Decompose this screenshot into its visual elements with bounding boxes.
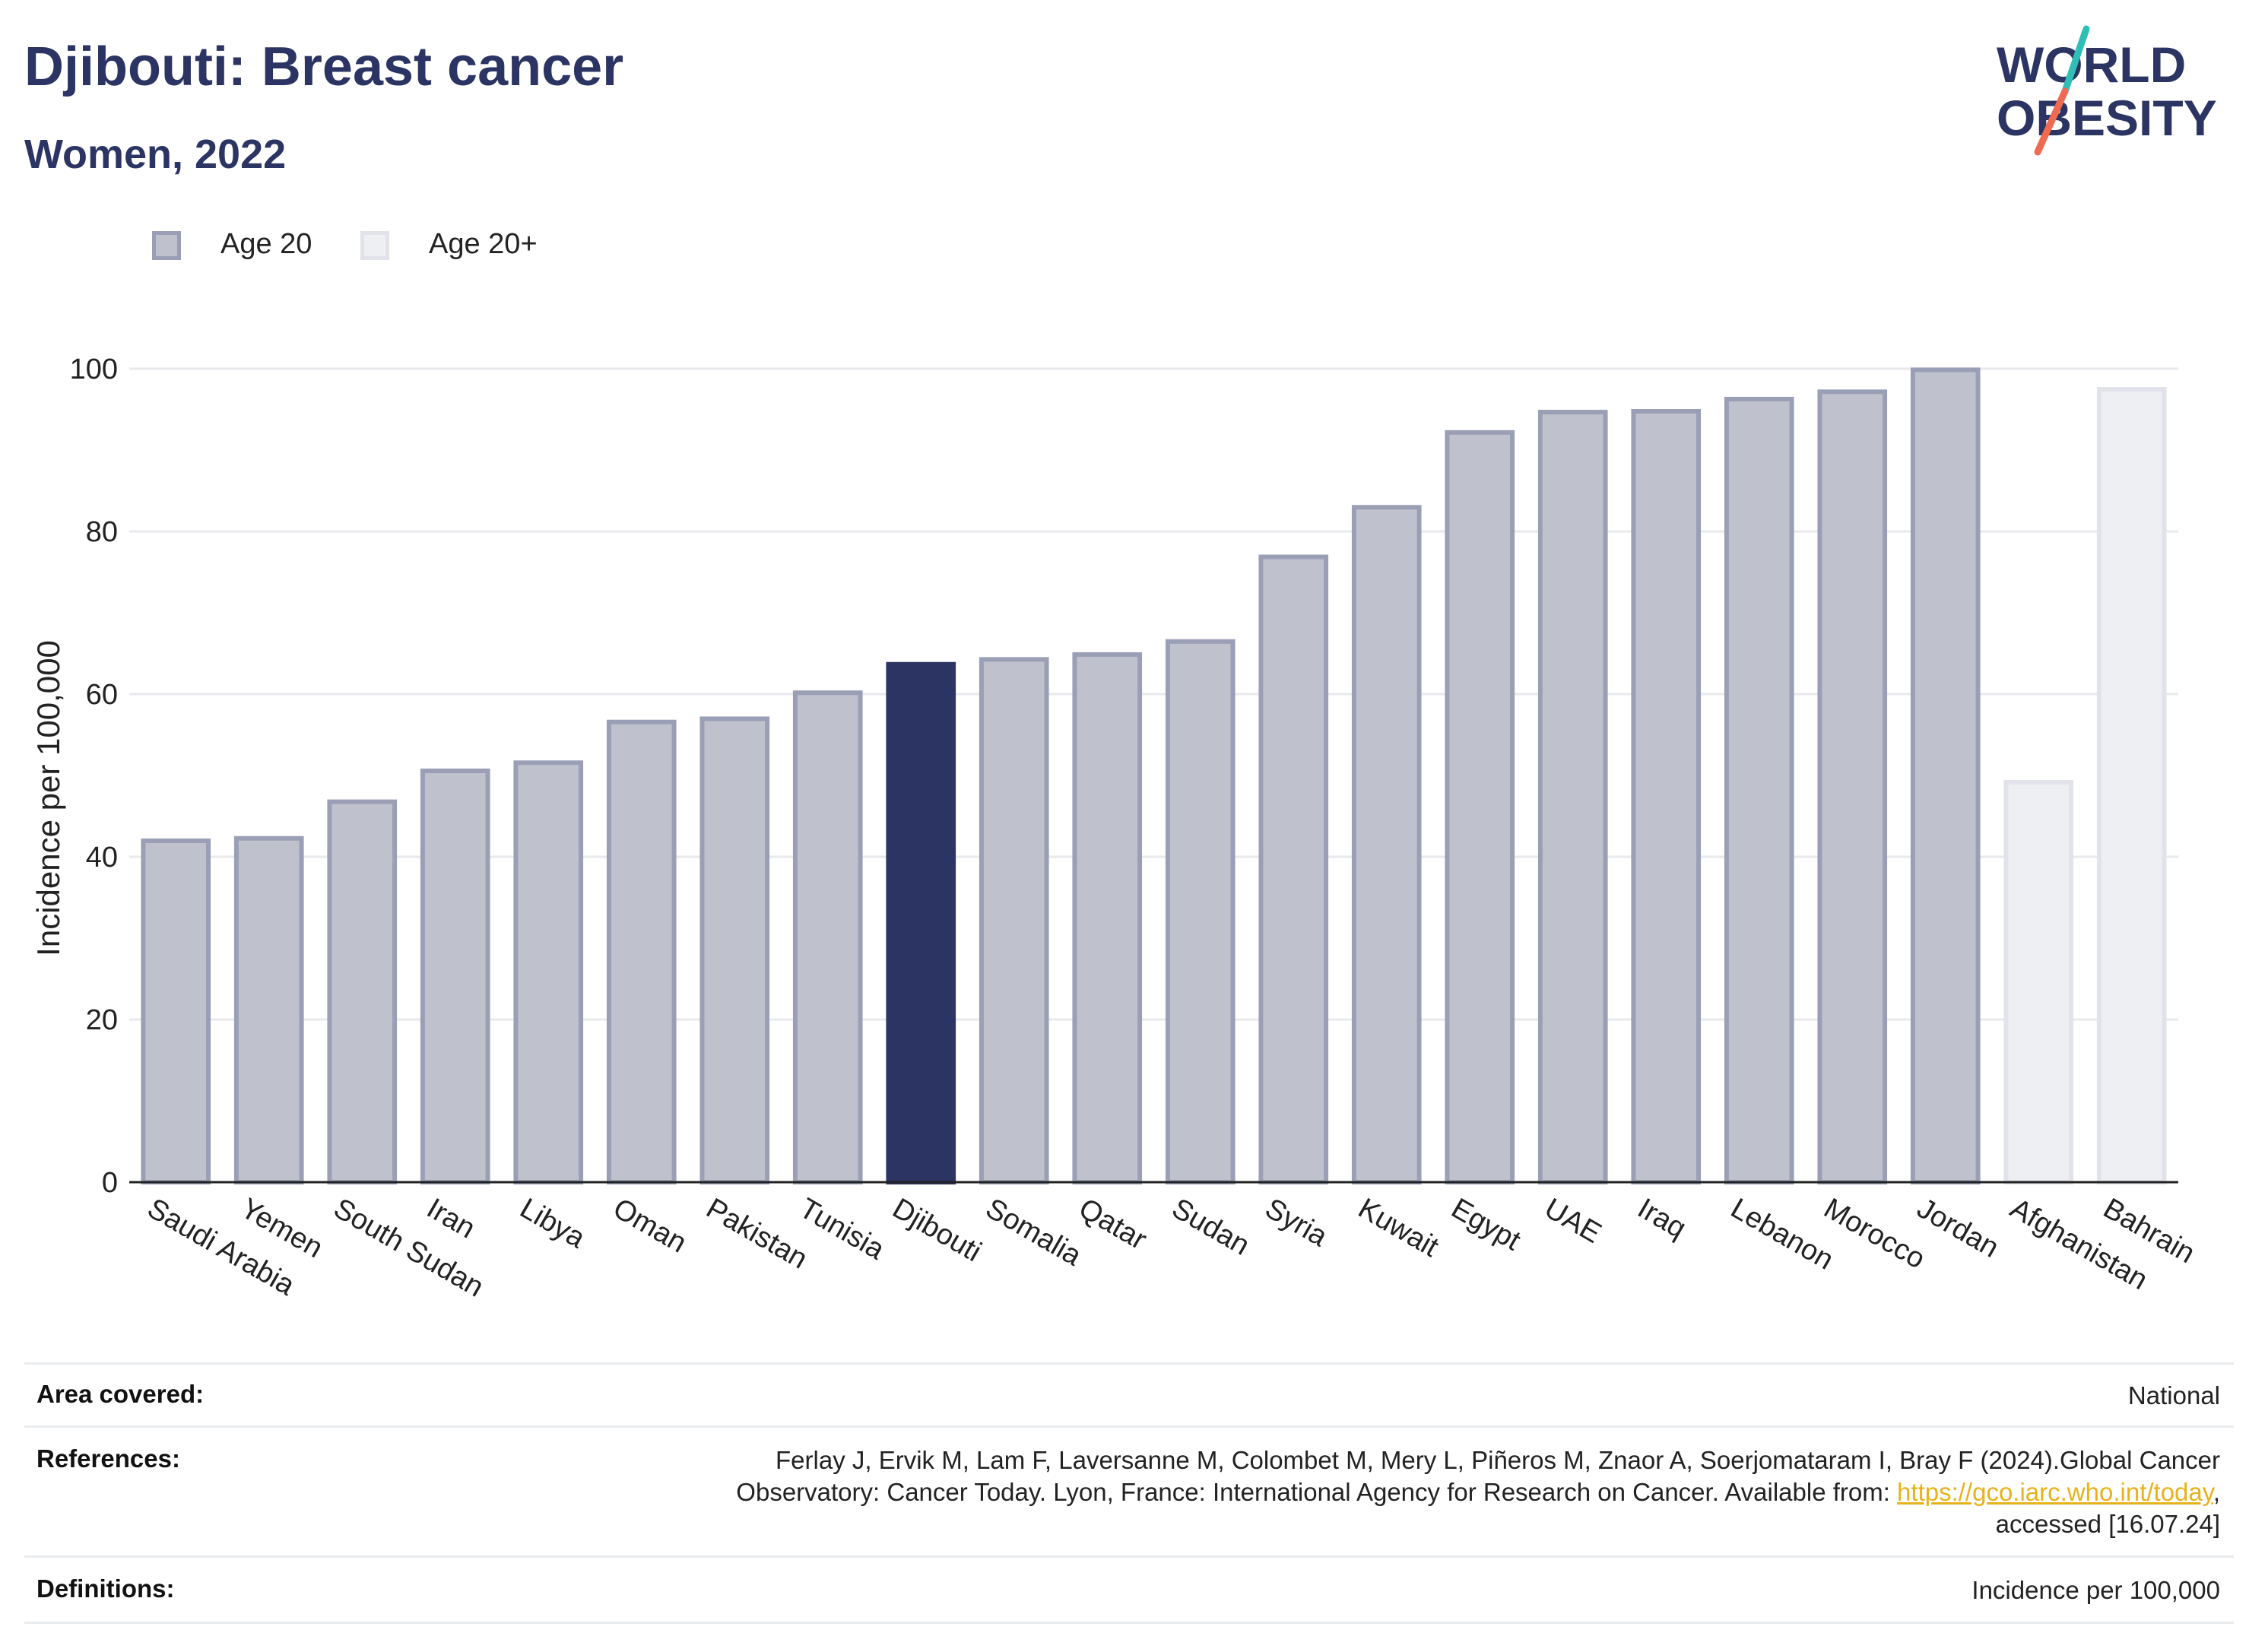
- y-tick-label: 60: [86, 679, 118, 711]
- x-tick-label-kuwait: Kuwait: [1353, 1192, 1444, 1264]
- chart-subtitle: Women, 2022: [24, 132, 287, 177]
- world-obesity-logo: WORLD OBESITY: [1989, 24, 2240, 161]
- area-covered-label: Area covered:: [36, 1380, 205, 1408]
- y-tick-label: 20: [86, 1004, 118, 1036]
- legend-swatch-age-20-plus: [360, 231, 389, 260]
- x-tick-label-lebanon: Lebanon: [1725, 1192, 1838, 1276]
- bar-iran[interactable]: [420, 768, 490, 1184]
- bar-djibouti[interactable]: [886, 661, 956, 1184]
- bar-sudan[interactable]: [1165, 639, 1236, 1184]
- definitions-value: Incidence per 100,000: [1971, 1576, 2220, 1604]
- bar-tunisia[interactable]: [792, 690, 863, 1184]
- legend-label-age-20-plus: Age 20+: [429, 228, 538, 260]
- x-tick-label-egypt: Egypt: [1446, 1192, 1527, 1257]
- info-row-definitions: Definitions: Incidence per 100,000: [24, 1555, 2234, 1624]
- bar-jordan[interactable]: [1910, 367, 1981, 1184]
- world-obesity-logo-graphic: WORLD OBESITY: [1997, 25, 2217, 156]
- bar-syria[interactable]: [1258, 554, 1329, 1184]
- legend-label-age-20: Age 20: [220, 228, 312, 260]
- bars: [141, 367, 2167, 1185]
- bar-somalia[interactable]: [979, 657, 1049, 1184]
- definitions-label: Definitions:: [36, 1574, 175, 1603]
- x-tick-label-oman: Oman: [607, 1192, 692, 1259]
- references-line1: Ferlay J, Ervik M, Lam F, Laversanne M, …: [776, 1446, 2220, 1474]
- logo-slash-top: [2061, 25, 2090, 95]
- x-tick-label-somalia: Somalia: [980, 1192, 1087, 1272]
- bar-saudi-arabia[interactable]: [141, 838, 211, 1184]
- logo-slash-bottom: [2034, 87, 2069, 156]
- y-axis-title: Incidence per 100,000: [30, 640, 66, 956]
- y-tick-label: 0: [102, 1167, 118, 1199]
- legend-swatch-age-20: [152, 231, 181, 260]
- x-tick-label-iran: Iran: [421, 1192, 481, 1245]
- bar-lebanon[interactable]: [1724, 396, 1794, 1185]
- info-row-references: References: Ferlay J, Ervik M, Lam F, La…: [24, 1425, 2234, 1555]
- y-tick-label: 80: [86, 516, 118, 548]
- x-tick-label-uae: UAE: [1539, 1192, 1607, 1249]
- logo-line2: OBESITY: [1997, 90, 2217, 146]
- x-tick-label-morocco: Morocco: [1819, 1192, 1930, 1275]
- bar-south-sudan[interactable]: [327, 799, 398, 1184]
- bar-bahrain[interactable]: [2096, 387, 2167, 1184]
- bar-oman[interactable]: [606, 719, 677, 1184]
- x-tick-label-syria: Syria: [1260, 1192, 1334, 1253]
- logo-line1: WORLD: [1997, 36, 2186, 93]
- y-tick-label: 40: [86, 842, 118, 874]
- bar-pakistan[interactable]: [699, 716, 770, 1184]
- bar-egypt[interactable]: [1445, 430, 1515, 1184]
- bar-iraq[interactable]: [1631, 409, 1702, 1184]
- bar-kuwait[interactable]: [1351, 505, 1422, 1184]
- references-line2-end: ,: [2213, 1478, 2220, 1506]
- bar-libya[interactable]: [513, 760, 584, 1184]
- x-tick-label-sudan: Sudan: [1166, 1192, 1255, 1261]
- references-line2-text: Observatory: Cancer Today. Lyon, France:…: [736, 1478, 1898, 1506]
- references-line3: accessed [16.07.24]: [1995, 1510, 2220, 1538]
- bar-afghanistan[interactable]: [2003, 779, 2074, 1185]
- bar-yemen[interactable]: [233, 836, 304, 1184]
- references-link[interactable]: https://gco.iarc.who.int/today: [1897, 1478, 2213, 1506]
- info-row-area: Area covered: National: [24, 1362, 2234, 1425]
- references-value: Ferlay J, Ervik M, Lam F, Laversanne M, …: [24, 1428, 2234, 1540]
- references-line2: Observatory: Cancer Today. Lyon, France:…: [24, 1476, 2220, 1508]
- area-covered-value: National: [2127, 1381, 2220, 1409]
- x-tick-label-iraq: Iraq: [1632, 1192, 1692, 1245]
- x-tick-label-pakistan: Pakistan: [701, 1192, 813, 1275]
- references-label: References:: [36, 1444, 180, 1473]
- bar-uae[interactable]: [1537, 410, 1608, 1184]
- x-tick-label-djibouti: Djibouti: [887, 1192, 987, 1268]
- bar-qatar[interactable]: [1072, 652, 1143, 1184]
- x-tick-label-libya: Libya: [515, 1192, 591, 1254]
- y-tick-label: 100: [70, 354, 118, 385]
- bar-morocco[interactable]: [1817, 389, 1888, 1185]
- chart-title: Djibouti: Breast cancer: [24, 36, 624, 97]
- info-table: Area covered: National References: Ferla…: [24, 1362, 2234, 1624]
